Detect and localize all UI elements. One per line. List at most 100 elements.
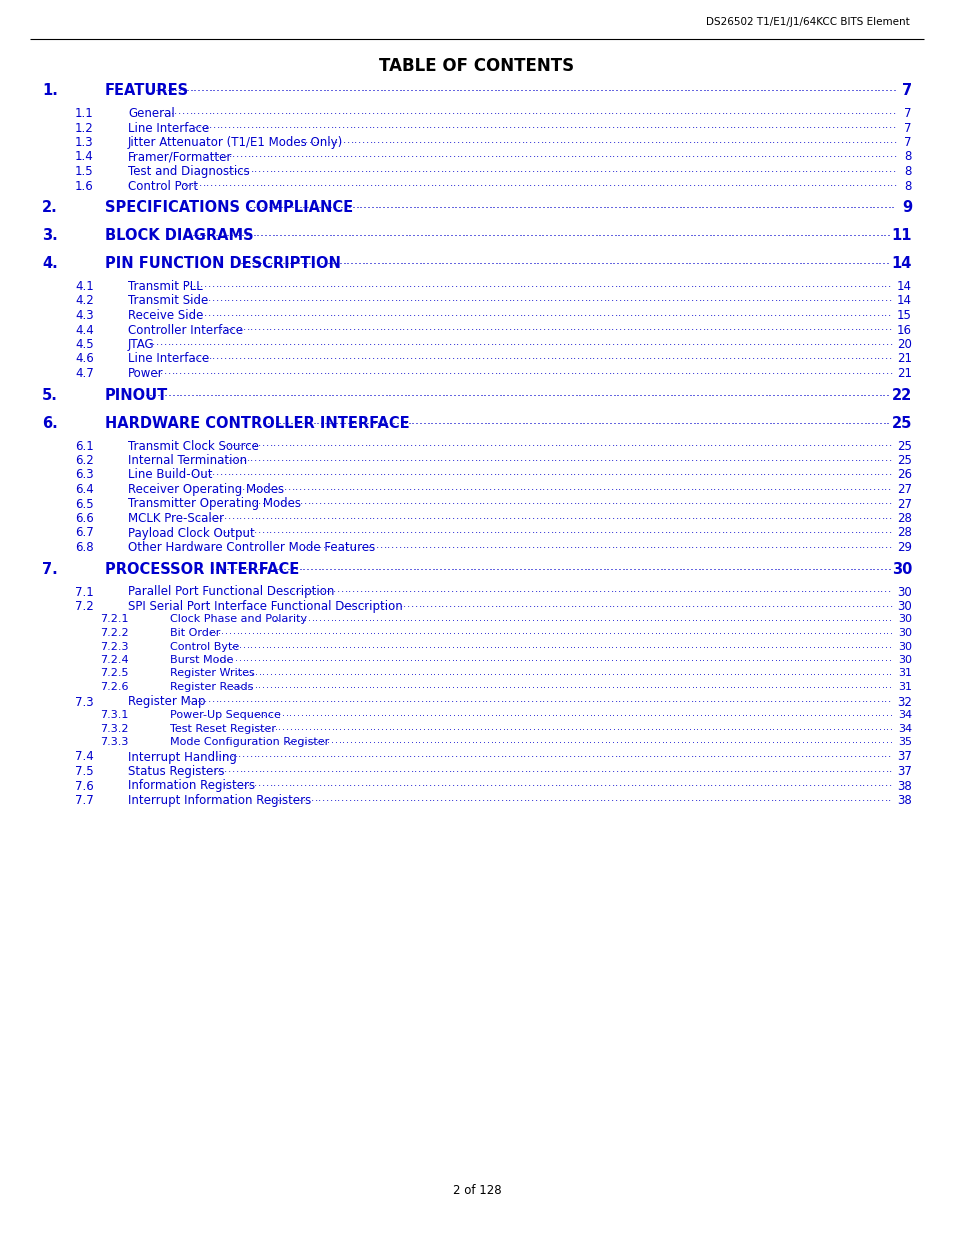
- Text: .: .: [276, 694, 279, 704]
- Text: .: .: [462, 106, 466, 116]
- Text: .: .: [663, 279, 666, 289]
- Text: .: .: [634, 680, 637, 690]
- Text: .: .: [460, 709, 463, 718]
- Text: .: .: [546, 467, 549, 477]
- Text: .: .: [405, 694, 408, 704]
- Text: .: .: [296, 680, 299, 690]
- Text: .: .: [474, 294, 476, 304]
- Text: .: .: [489, 453, 493, 463]
- Text: .: .: [335, 254, 338, 267]
- Text: .: .: [641, 614, 644, 622]
- Text: .: .: [518, 584, 522, 594]
- Text: .: .: [659, 226, 662, 240]
- Text: .: .: [320, 627, 323, 636]
- Text: .: .: [661, 366, 664, 375]
- Text: .: .: [546, 511, 550, 521]
- Text: .: .: [278, 178, 281, 188]
- Text: .: .: [519, 120, 523, 131]
- Text: .: .: [371, 308, 375, 317]
- Text: .: .: [430, 709, 433, 718]
- Text: .: .: [628, 199, 632, 211]
- Text: .: .: [725, 414, 730, 427]
- Text: .: .: [645, 453, 648, 463]
- Text: .: .: [246, 106, 250, 116]
- Text: .: .: [827, 120, 831, 131]
- Text: .: .: [740, 793, 742, 803]
- Text: .: .: [893, 135, 896, 144]
- Text: .: .: [767, 337, 770, 347]
- Text: .: .: [767, 599, 771, 609]
- Text: .: .: [733, 668, 736, 677]
- Text: .: .: [838, 308, 841, 317]
- Text: .: .: [220, 511, 223, 521]
- Text: .: .: [657, 525, 659, 535]
- Text: .: .: [486, 496, 489, 506]
- Text: .: .: [675, 308, 678, 317]
- Text: .: .: [470, 308, 473, 317]
- Text: .: .: [599, 655, 602, 663]
- Text: .: .: [649, 614, 652, 622]
- Text: .: .: [596, 680, 599, 690]
- Text: .: .: [619, 668, 622, 677]
- Text: .: .: [408, 226, 412, 240]
- Text: .: .: [308, 763, 311, 774]
- Text: .: .: [282, 722, 285, 731]
- Text: .: .: [371, 694, 375, 704]
- Text: .: .: [542, 164, 546, 174]
- Text: .: .: [384, 736, 387, 745]
- Text: .: .: [473, 559, 476, 573]
- Text: .: .: [661, 599, 664, 609]
- Text: .: .: [476, 559, 480, 573]
- Text: .: .: [531, 540, 535, 550]
- Text: .: .: [335, 709, 337, 718]
- Text: .: .: [361, 763, 364, 774]
- Text: .: .: [725, 496, 728, 506]
- Text: .: .: [318, 655, 321, 663]
- Text: .: .: [791, 722, 794, 731]
- Text: .: .: [375, 793, 378, 803]
- Text: .: .: [376, 722, 379, 731]
- Text: .: .: [398, 763, 402, 774]
- Text: .: .: [687, 763, 690, 774]
- Text: .: .: [641, 164, 644, 174]
- Text: .: .: [604, 254, 608, 267]
- Text: .: .: [691, 149, 695, 159]
- Text: .: .: [523, 164, 527, 174]
- Text: .: .: [597, 135, 600, 144]
- Text: .: .: [320, 178, 323, 188]
- Text: .: .: [546, 540, 550, 550]
- Text: .: .: [448, 149, 452, 159]
- Text: .: .: [782, 366, 785, 375]
- Text: .: .: [196, 308, 199, 317]
- Text: .: .: [709, 584, 712, 594]
- Text: .: .: [832, 385, 836, 399]
- Text: .: .: [694, 482, 697, 492]
- Text: .: .: [791, 627, 794, 636]
- Text: .: .: [491, 178, 494, 188]
- Text: .: .: [822, 279, 826, 289]
- Text: .: .: [668, 120, 671, 131]
- Text: .: .: [606, 750, 610, 760]
- Text: .: .: [881, 322, 883, 332]
- Text: .: .: [489, 540, 493, 550]
- Text: .: .: [763, 414, 767, 427]
- Text: .: .: [616, 736, 618, 745]
- Text: .: .: [812, 496, 816, 506]
- Text: .: .: [500, 467, 504, 477]
- Text: .: .: [334, 793, 336, 803]
- Text: .: .: [665, 709, 668, 718]
- Text: .: .: [314, 106, 318, 116]
- Text: .: .: [334, 106, 336, 116]
- Text: .: .: [778, 322, 781, 332]
- Text: .: .: [427, 199, 431, 211]
- Text: .: .: [659, 82, 663, 94]
- Text: .: .: [757, 135, 760, 144]
- Text: .: .: [418, 709, 421, 718]
- Text: .: .: [568, 482, 572, 492]
- Text: .: .: [831, 453, 834, 463]
- Text: .: .: [588, 438, 592, 448]
- Text: .: .: [701, 106, 705, 116]
- Text: .: .: [625, 82, 630, 94]
- Text: .: .: [872, 584, 875, 594]
- Text: .: .: [274, 496, 276, 506]
